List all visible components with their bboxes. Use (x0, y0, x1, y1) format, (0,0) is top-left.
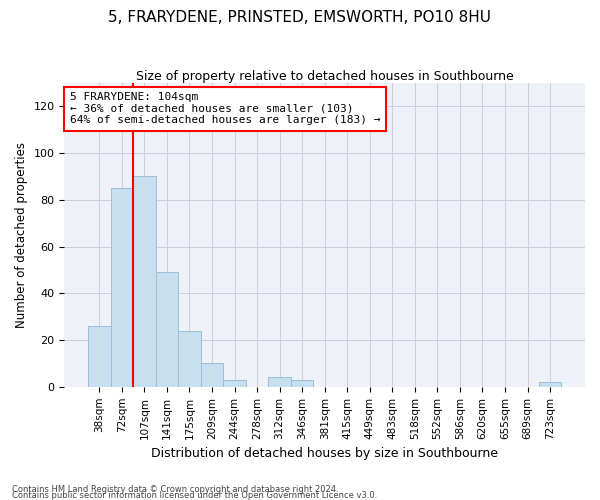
Bar (291, 380, 313, 387)
Bar (201, 364, 223, 387)
Bar (88, 326, 110, 387)
Bar (133, 176, 155, 387)
Bar (223, 380, 246, 387)
Bar (178, 330, 201, 387)
Text: 5, FRARYDENE, PRINSTED, EMSWORTH, PO10 8HU: 5, FRARYDENE, PRINSTED, EMSWORTH, PO10 8… (109, 10, 491, 25)
Bar (539, 382, 562, 387)
Bar (155, 272, 178, 387)
Text: 5 FRARYDENE: 104sqm
← 36% of detached houses are smaller (103)
64% of semi-detac: 5 FRARYDENE: 104sqm ← 36% of detached ho… (70, 92, 380, 126)
Bar (110, 188, 133, 387)
Bar (268, 378, 291, 387)
Title: Size of property relative to detached houses in Southbourne: Size of property relative to detached ho… (136, 70, 514, 83)
X-axis label: Distribution of detached houses by size in Southbourne: Distribution of detached houses by size … (151, 447, 498, 460)
Text: Contains public sector information licensed under the Open Government Licence v3: Contains public sector information licen… (12, 492, 377, 500)
Y-axis label: Number of detached properties: Number of detached properties (15, 142, 28, 328)
Text: Contains HM Land Registry data © Crown copyright and database right 2024.: Contains HM Land Registry data © Crown c… (12, 486, 338, 494)
